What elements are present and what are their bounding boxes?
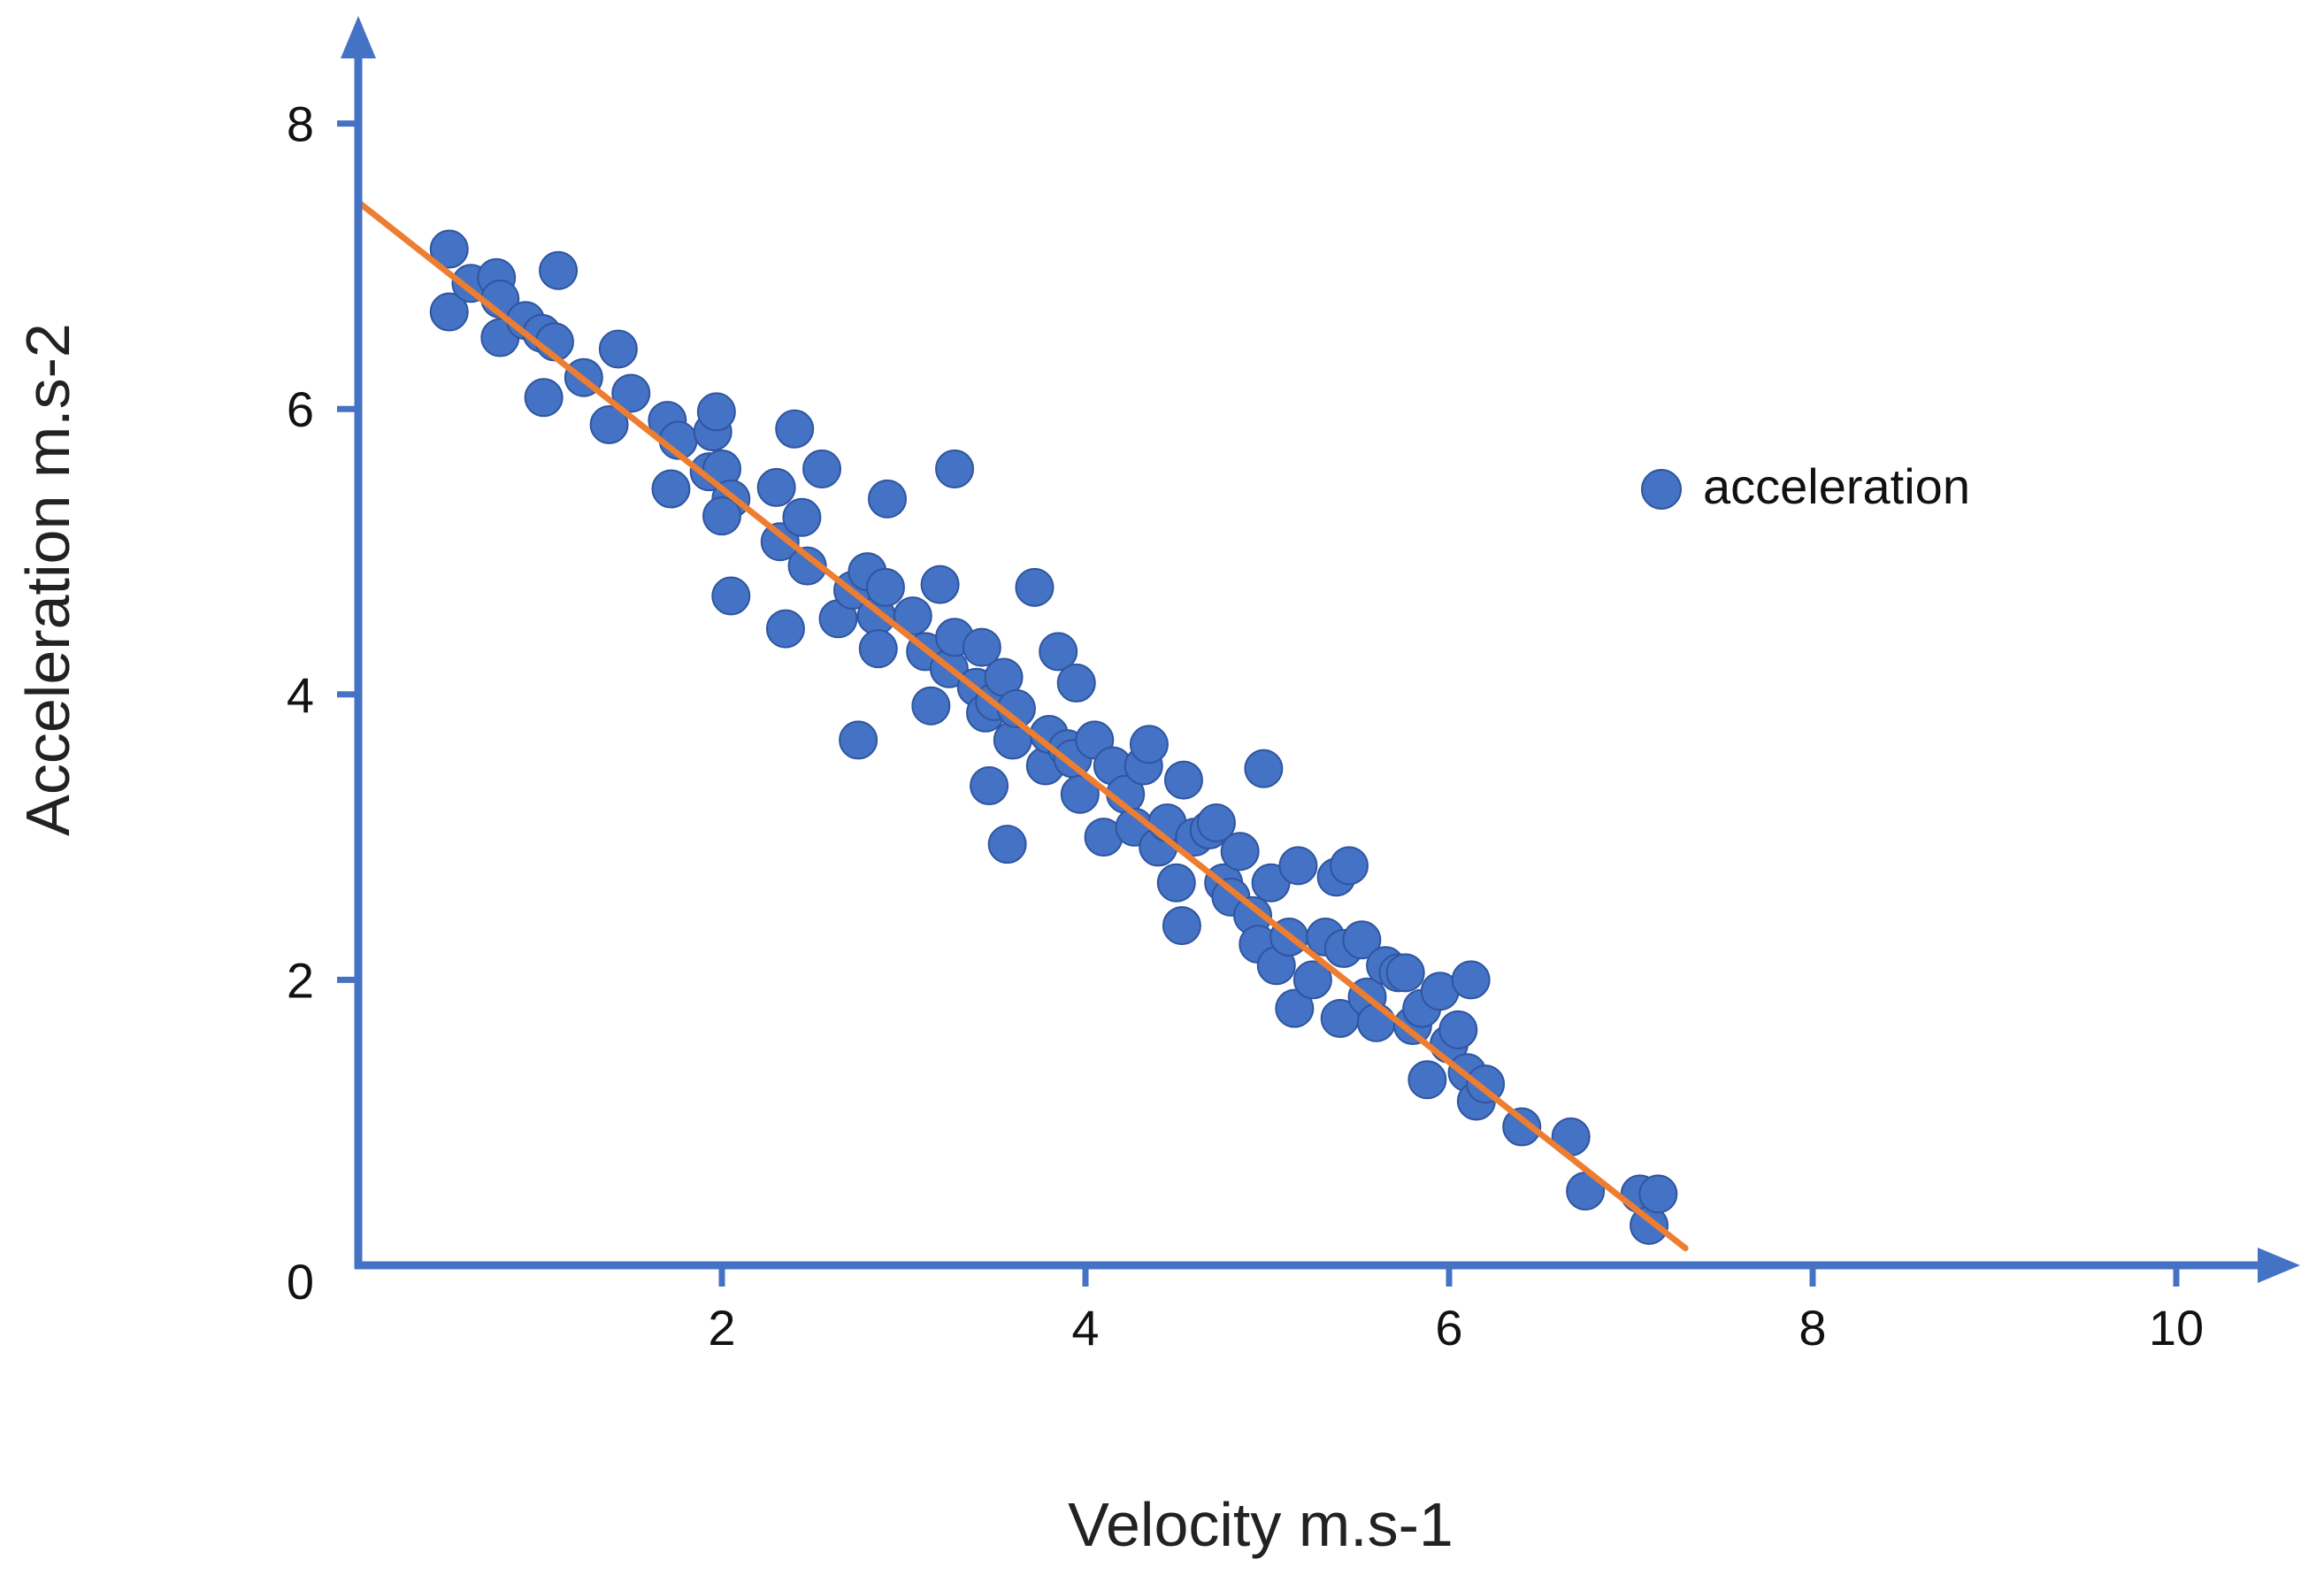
y-tick-label: 4 <box>287 667 314 723</box>
legend-label: acceleration <box>1703 458 1970 514</box>
x-tick-label: 10 <box>2149 1300 2204 1356</box>
data-point <box>787 546 827 586</box>
data-point <box>802 449 842 488</box>
data-point <box>1451 960 1491 1000</box>
y-axis-title: Acceleration m.s-2 <box>13 323 82 836</box>
data-point <box>756 467 796 507</box>
legend: acceleration <box>1641 458 1970 514</box>
x-axis-title: Velocity m.s-1 <box>1068 1490 1453 1559</box>
data-point <box>1275 988 1315 1028</box>
data-point <box>702 496 741 536</box>
data-point <box>696 392 736 432</box>
data-point <box>1060 774 1100 814</box>
trendline <box>355 198 1689 1252</box>
data-point <box>598 329 638 369</box>
data-point <box>429 292 469 332</box>
y-tick-label: 6 <box>287 381 314 437</box>
y-tick-label: 0 <box>287 1254 314 1310</box>
data-point <box>1278 846 1318 886</box>
data-point <box>865 567 905 607</box>
trendline-layer <box>355 198 1689 1252</box>
axis-ticks: 2 4 6 8 10 0 2 4 6 8 <box>287 96 2204 1356</box>
data-point <box>1407 1060 1447 1100</box>
data-point <box>589 404 629 444</box>
legend-marker-icon <box>1641 469 1682 510</box>
data-point <box>1329 846 1369 886</box>
data-point <box>1129 725 1169 764</box>
data-point <box>782 497 822 537</box>
data-point <box>711 576 751 616</box>
data-point <box>760 522 800 562</box>
data-point <box>1220 832 1260 872</box>
data-point <box>839 720 878 760</box>
data-point <box>1438 1010 1478 1049</box>
data-point <box>1162 906 1201 946</box>
data-point <box>1385 953 1425 993</box>
x-axis-arrowhead <box>2258 1248 2300 1283</box>
data-point <box>524 378 564 418</box>
x-tick-label: 6 <box>1435 1300 1462 1356</box>
y-tick-label: 8 <box>287 96 314 152</box>
data-point <box>775 409 815 449</box>
data-point <box>970 766 1009 806</box>
data-point <box>1466 1064 1506 1104</box>
data-point <box>1638 1174 1678 1214</box>
y-axis-arrowhead <box>341 16 376 58</box>
data-point <box>1156 863 1196 903</box>
data-point <box>539 250 579 290</box>
x-tick-label: 8 <box>1799 1300 1826 1356</box>
y-tick-label: 2 <box>287 952 314 1008</box>
x-tick-label: 2 <box>708 1300 735 1356</box>
data-point <box>893 596 932 636</box>
data-point <box>1356 1003 1396 1042</box>
data-point <box>987 825 1027 864</box>
data-point <box>651 469 691 509</box>
data-point <box>1196 803 1236 842</box>
data-point <box>1039 632 1078 672</box>
data-point <box>1163 760 1203 800</box>
data-point <box>429 229 469 269</box>
x-tick-label: 4 <box>1071 1300 1099 1356</box>
data-point <box>1342 920 1382 960</box>
data-point <box>868 479 908 519</box>
data-point <box>858 629 898 669</box>
data-point <box>1292 960 1332 1000</box>
data-point <box>935 449 975 488</box>
data-point <box>962 627 1001 667</box>
data-point <box>1244 749 1284 788</box>
data-point <box>1056 663 1096 703</box>
data-point <box>920 565 960 604</box>
data-point <box>611 373 651 413</box>
data-point <box>911 686 951 726</box>
data-point <box>1502 1107 1542 1147</box>
data-point <box>1015 567 1055 607</box>
data-point <box>765 609 805 649</box>
